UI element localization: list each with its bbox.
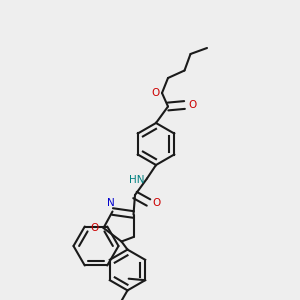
Text: O: O	[152, 197, 160, 208]
Text: O: O	[91, 223, 99, 233]
Text: O: O	[152, 88, 160, 98]
Text: O: O	[188, 100, 196, 110]
Text: N: N	[107, 198, 115, 208]
Text: HN: HN	[128, 175, 144, 185]
